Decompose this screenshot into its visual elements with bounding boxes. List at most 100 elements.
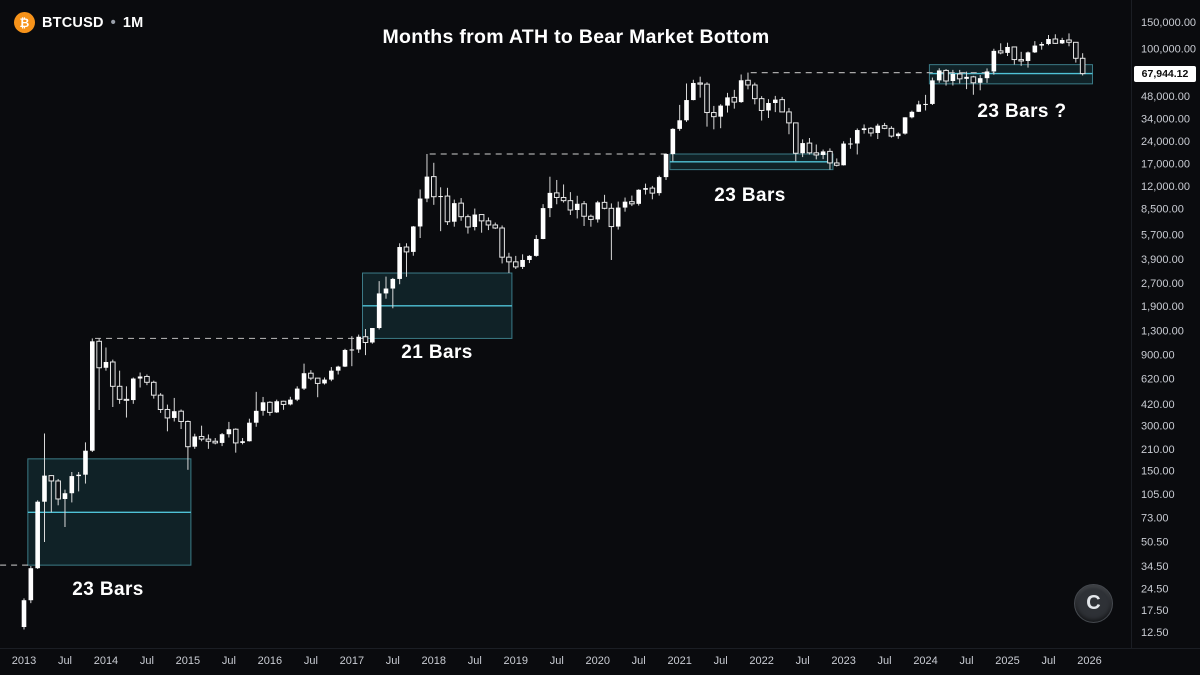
candle (800, 143, 805, 154)
candle (567, 200, 574, 211)
price-tick-label: 100,000.00 (1141, 44, 1196, 56)
candle (1079, 57, 1086, 75)
candle (103, 361, 109, 368)
candle (329, 370, 334, 380)
candle (622, 201, 628, 208)
candle (854, 130, 860, 144)
time-tick-label: 2026 (1077, 655, 1101, 667)
time-tick-label: Jul (878, 655, 892, 667)
candle (137, 376, 143, 379)
candle (936, 70, 942, 81)
candle (574, 203, 580, 211)
bars-count-annotation[interactable]: 23 Bars (714, 185, 786, 206)
bars-count-annotation[interactable]: 23 Bars (72, 579, 144, 600)
candle (335, 366, 341, 371)
candle (731, 96, 738, 103)
candle (786, 111, 792, 124)
candle (875, 125, 881, 133)
symbol-header: ₿ BTCUSD • 1M (14, 12, 143, 33)
candle (164, 408, 171, 419)
candle (376, 293, 382, 329)
candle (506, 256, 512, 263)
price-axis[interactable]: 150,000.00 100,000.00 48,000.00 34,000.00 24… (1141, 17, 1196, 639)
candle (192, 436, 198, 447)
candle (485, 220, 492, 226)
time-tick-label: 2025 (995, 655, 1019, 667)
candle (417, 198, 423, 227)
interval-selector[interactable]: 1M (122, 14, 144, 31)
candle (1005, 46, 1010, 53)
candle (411, 226, 416, 252)
price-tick-label: 620.00 (1141, 374, 1175, 386)
candle (560, 196, 567, 202)
candle (1052, 38, 1059, 44)
candle (718, 105, 723, 117)
candle (370, 328, 375, 343)
time-tick-label: Jul (796, 655, 810, 667)
bear-market-boxes[interactable] (27, 64, 1093, 566)
candle (444, 195, 451, 223)
time-tick-label: Jul (632, 655, 646, 667)
time-tick-label: Jul (222, 655, 236, 667)
candle (62, 493, 68, 499)
candle (806, 142, 813, 154)
candle (397, 247, 402, 279)
candle (48, 475, 55, 482)
candle (322, 379, 327, 384)
price-tick-label: 420.00 (1141, 399, 1175, 411)
candle (280, 400, 287, 405)
candle (649, 187, 656, 194)
candle (458, 202, 464, 218)
candle (157, 394, 164, 410)
candle (219, 434, 225, 443)
candle (970, 76, 977, 84)
candle (923, 103, 928, 105)
candle (738, 80, 744, 103)
candle (362, 336, 369, 344)
candle (950, 73, 956, 81)
candle (116, 385, 123, 400)
price-tick-label: 5,700.00 (1141, 229, 1184, 241)
candle (403, 246, 410, 253)
bars-count-annotation[interactable]: 21 Bars (401, 342, 473, 363)
candle (643, 188, 648, 190)
price-tick-label: 300.00 (1141, 421, 1175, 433)
candle (868, 127, 874, 134)
price-tick-label: 12,000.00 (1141, 181, 1190, 193)
price-tick-label: 150.00 (1141, 466, 1175, 478)
price-tick-label: 24.50 (1141, 583, 1169, 595)
candle (212, 440, 219, 444)
candle (779, 99, 785, 113)
candle (820, 151, 826, 155)
plot-area[interactable] (0, 33, 1093, 630)
candle (465, 216, 471, 228)
price-tick-label: 73.00 (1141, 512, 1169, 524)
symbol-name[interactable]: BTCUSD (42, 14, 104, 31)
candle (841, 143, 846, 166)
candle (691, 82, 696, 101)
candle (1066, 39, 1072, 43)
time-tick-label: Jul (386, 655, 400, 667)
time-tick-label: Jul (58, 655, 72, 667)
candle (424, 176, 430, 199)
candle (226, 429, 232, 435)
time-tick-label: 2016 (258, 655, 282, 667)
candle (144, 375, 150, 383)
candle (888, 127, 895, 137)
candle (130, 378, 136, 401)
time-tick-label: 2018 (422, 655, 446, 667)
candle (198, 435, 205, 440)
candle (1059, 39, 1065, 44)
bars-count-annotation[interactable]: 23 Bars ? (977, 101, 1067, 122)
candle (1018, 59, 1024, 62)
price-tick-label: 105.00 (1141, 489, 1175, 501)
time-axis[interactable]: 2013 Jul 2014 Jul 2015 Jul 2016 Jul 2017 Jul 2018 J… (12, 655, 1102, 667)
candle (96, 340, 102, 369)
candle (109, 361, 116, 387)
candle (123, 398, 130, 401)
candle (725, 97, 730, 106)
time-tick-label: 2015 (176, 655, 200, 667)
